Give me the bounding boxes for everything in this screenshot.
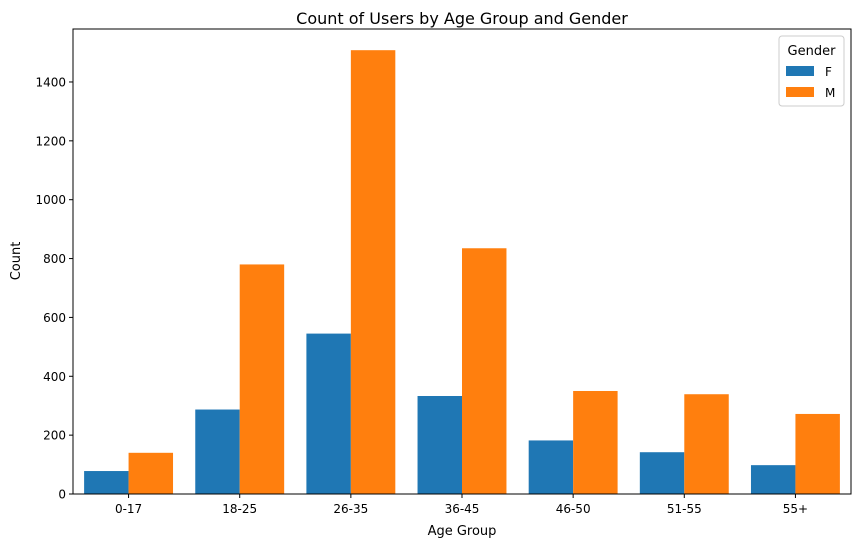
y-tick-label: 600	[43, 311, 66, 325]
y-tick-label: 1200	[35, 134, 66, 148]
bar-m-26-35	[350, 50, 396, 494]
legend-label-m: M	[825, 86, 835, 100]
y-tick-label: 1400	[35, 75, 66, 89]
y-tick-label: 400	[43, 370, 66, 384]
legend: Gender FM	[778, 35, 845, 107]
x-tick-label: 26-35	[333, 502, 368, 516]
x-axis: 0-17 18-25 26-35 36-45 46-50 51-55 55+	[115, 494, 808, 516]
bar-m-51-55	[684, 394, 729, 494]
x-tick-label: 55+	[783, 502, 808, 516]
x-tick-label: 0-17	[115, 502, 142, 516]
plot-frame	[72, 28, 852, 495]
y-tick-label: 200	[43, 429, 66, 443]
bar-f-26-35	[306, 333, 351, 494]
bar-m-18-25	[239, 264, 285, 494]
x-tick-label: 51-55	[667, 502, 702, 516]
bar-f-0-17	[84, 471, 129, 494]
y-tick-label: 0	[58, 488, 66, 502]
x-tick-label: 36-45	[445, 502, 480, 516]
x-tick-label: 46-50	[556, 502, 591, 516]
bar-f-46-50	[528, 440, 574, 494]
bars-group	[84, 50, 840, 494]
legend-swatch-f	[786, 66, 814, 76]
x-tick-label: 18-25	[222, 502, 257, 516]
y-tick-label: 800	[43, 252, 66, 266]
y-tick-label: 1000	[35, 193, 66, 207]
y-axis: 0 200 400 600 800 1000 1200 1400	[35, 75, 73, 502]
legend-swatch-m	[786, 87, 814, 97]
bar-m-46-50	[573, 390, 618, 494]
x-axis-label: Age Group	[428, 524, 497, 539]
bar-m-36-45	[462, 248, 507, 494]
bar-f-55+	[750, 465, 796, 494]
bar-f-51-55	[639, 452, 685, 494]
bar-m-55+	[795, 413, 840, 494]
y-axis-label: Count	[9, 242, 24, 281]
legend-label-f: F	[825, 65, 832, 79]
bar-f-36-45	[417, 396, 462, 494]
bar-m-0-17	[128, 452, 174, 494]
legend-title: Gender	[788, 44, 837, 59]
bar-f-18-25	[195, 409, 240, 494]
chart-title: Count of Users by Age Group and Gender	[296, 9, 628, 28]
